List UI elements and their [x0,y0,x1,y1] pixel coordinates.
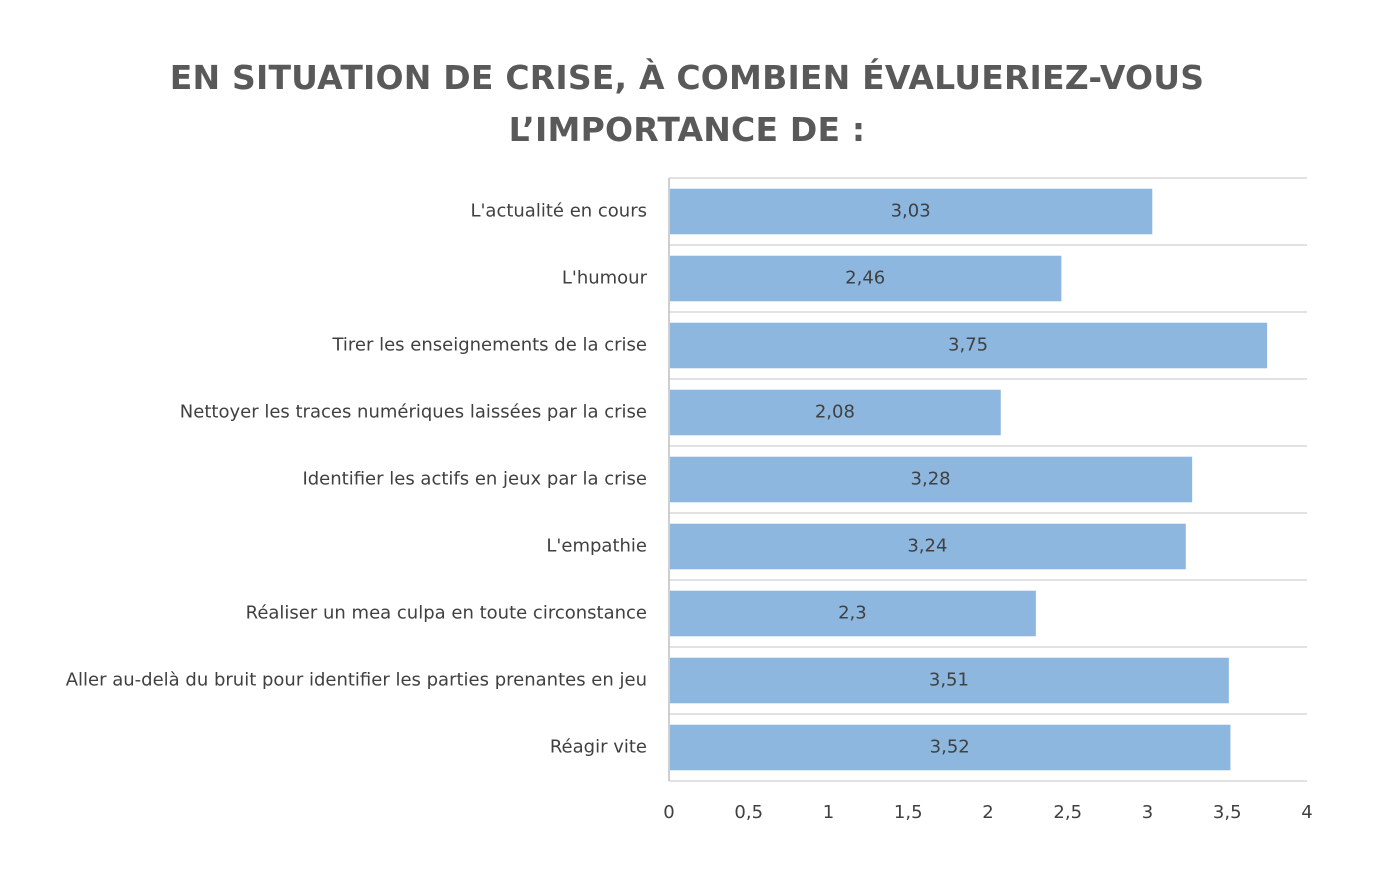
category-label: Identifier les actifs en jeux par la cri… [302,469,647,490]
data-label: 3,24 [907,536,947,557]
category-label: Réaliser un mea culpa en toute circonsta… [246,603,647,624]
x-tick-label: 1 [823,802,834,823]
category-label: Tirer les enseignements de la crise [331,335,647,356]
bar [670,188,1153,235]
bar [670,322,1268,369]
bar [670,590,1036,637]
data-label: 2,46 [845,268,885,289]
bar [670,389,1001,436]
x-tick-label: 3,5 [1213,802,1242,823]
data-label: 2,3 [838,603,867,624]
x-tick-label: 4 [1301,802,1312,823]
bar [670,523,1186,570]
bar [670,456,1193,503]
x-tick-label: 2 [982,802,993,823]
chart-title-line-2: L’IMPORTANCE DE : [508,110,866,149]
data-label: 3,28 [911,469,951,490]
category-label: L'empathie [546,536,647,557]
x-tick-label: 1,5 [894,802,923,823]
data-label: 3,03 [891,201,931,222]
data-label: 3,52 [930,737,970,758]
data-label: 3,75 [948,335,988,356]
data-label: 3,51 [929,670,969,691]
x-tick-label: 3 [1142,802,1153,823]
chart-title: EN SITUATION DE CRISE, À COMBIEN ÉVALUER… [0,52,1374,156]
bar [670,255,1062,302]
x-tick-label: 0 [663,802,674,823]
x-tick-label: 0,5 [734,802,763,823]
category-label: Réagir vite [550,737,647,758]
chart-title-line-1: EN SITUATION DE CRISE, À COMBIEN ÉVALUER… [169,58,1205,97]
category-label: L'humour [562,268,648,289]
category-label: Nettoyer les traces numériques laissées … [180,402,647,423]
data-label: 2,08 [815,402,855,423]
bar [670,657,1229,704]
bar [670,724,1231,771]
category-label: Aller au-delà du bruit pour identifier l… [66,670,647,691]
category-label: L'actualité en cours [470,201,647,222]
x-tick-label: 2,5 [1053,802,1082,823]
